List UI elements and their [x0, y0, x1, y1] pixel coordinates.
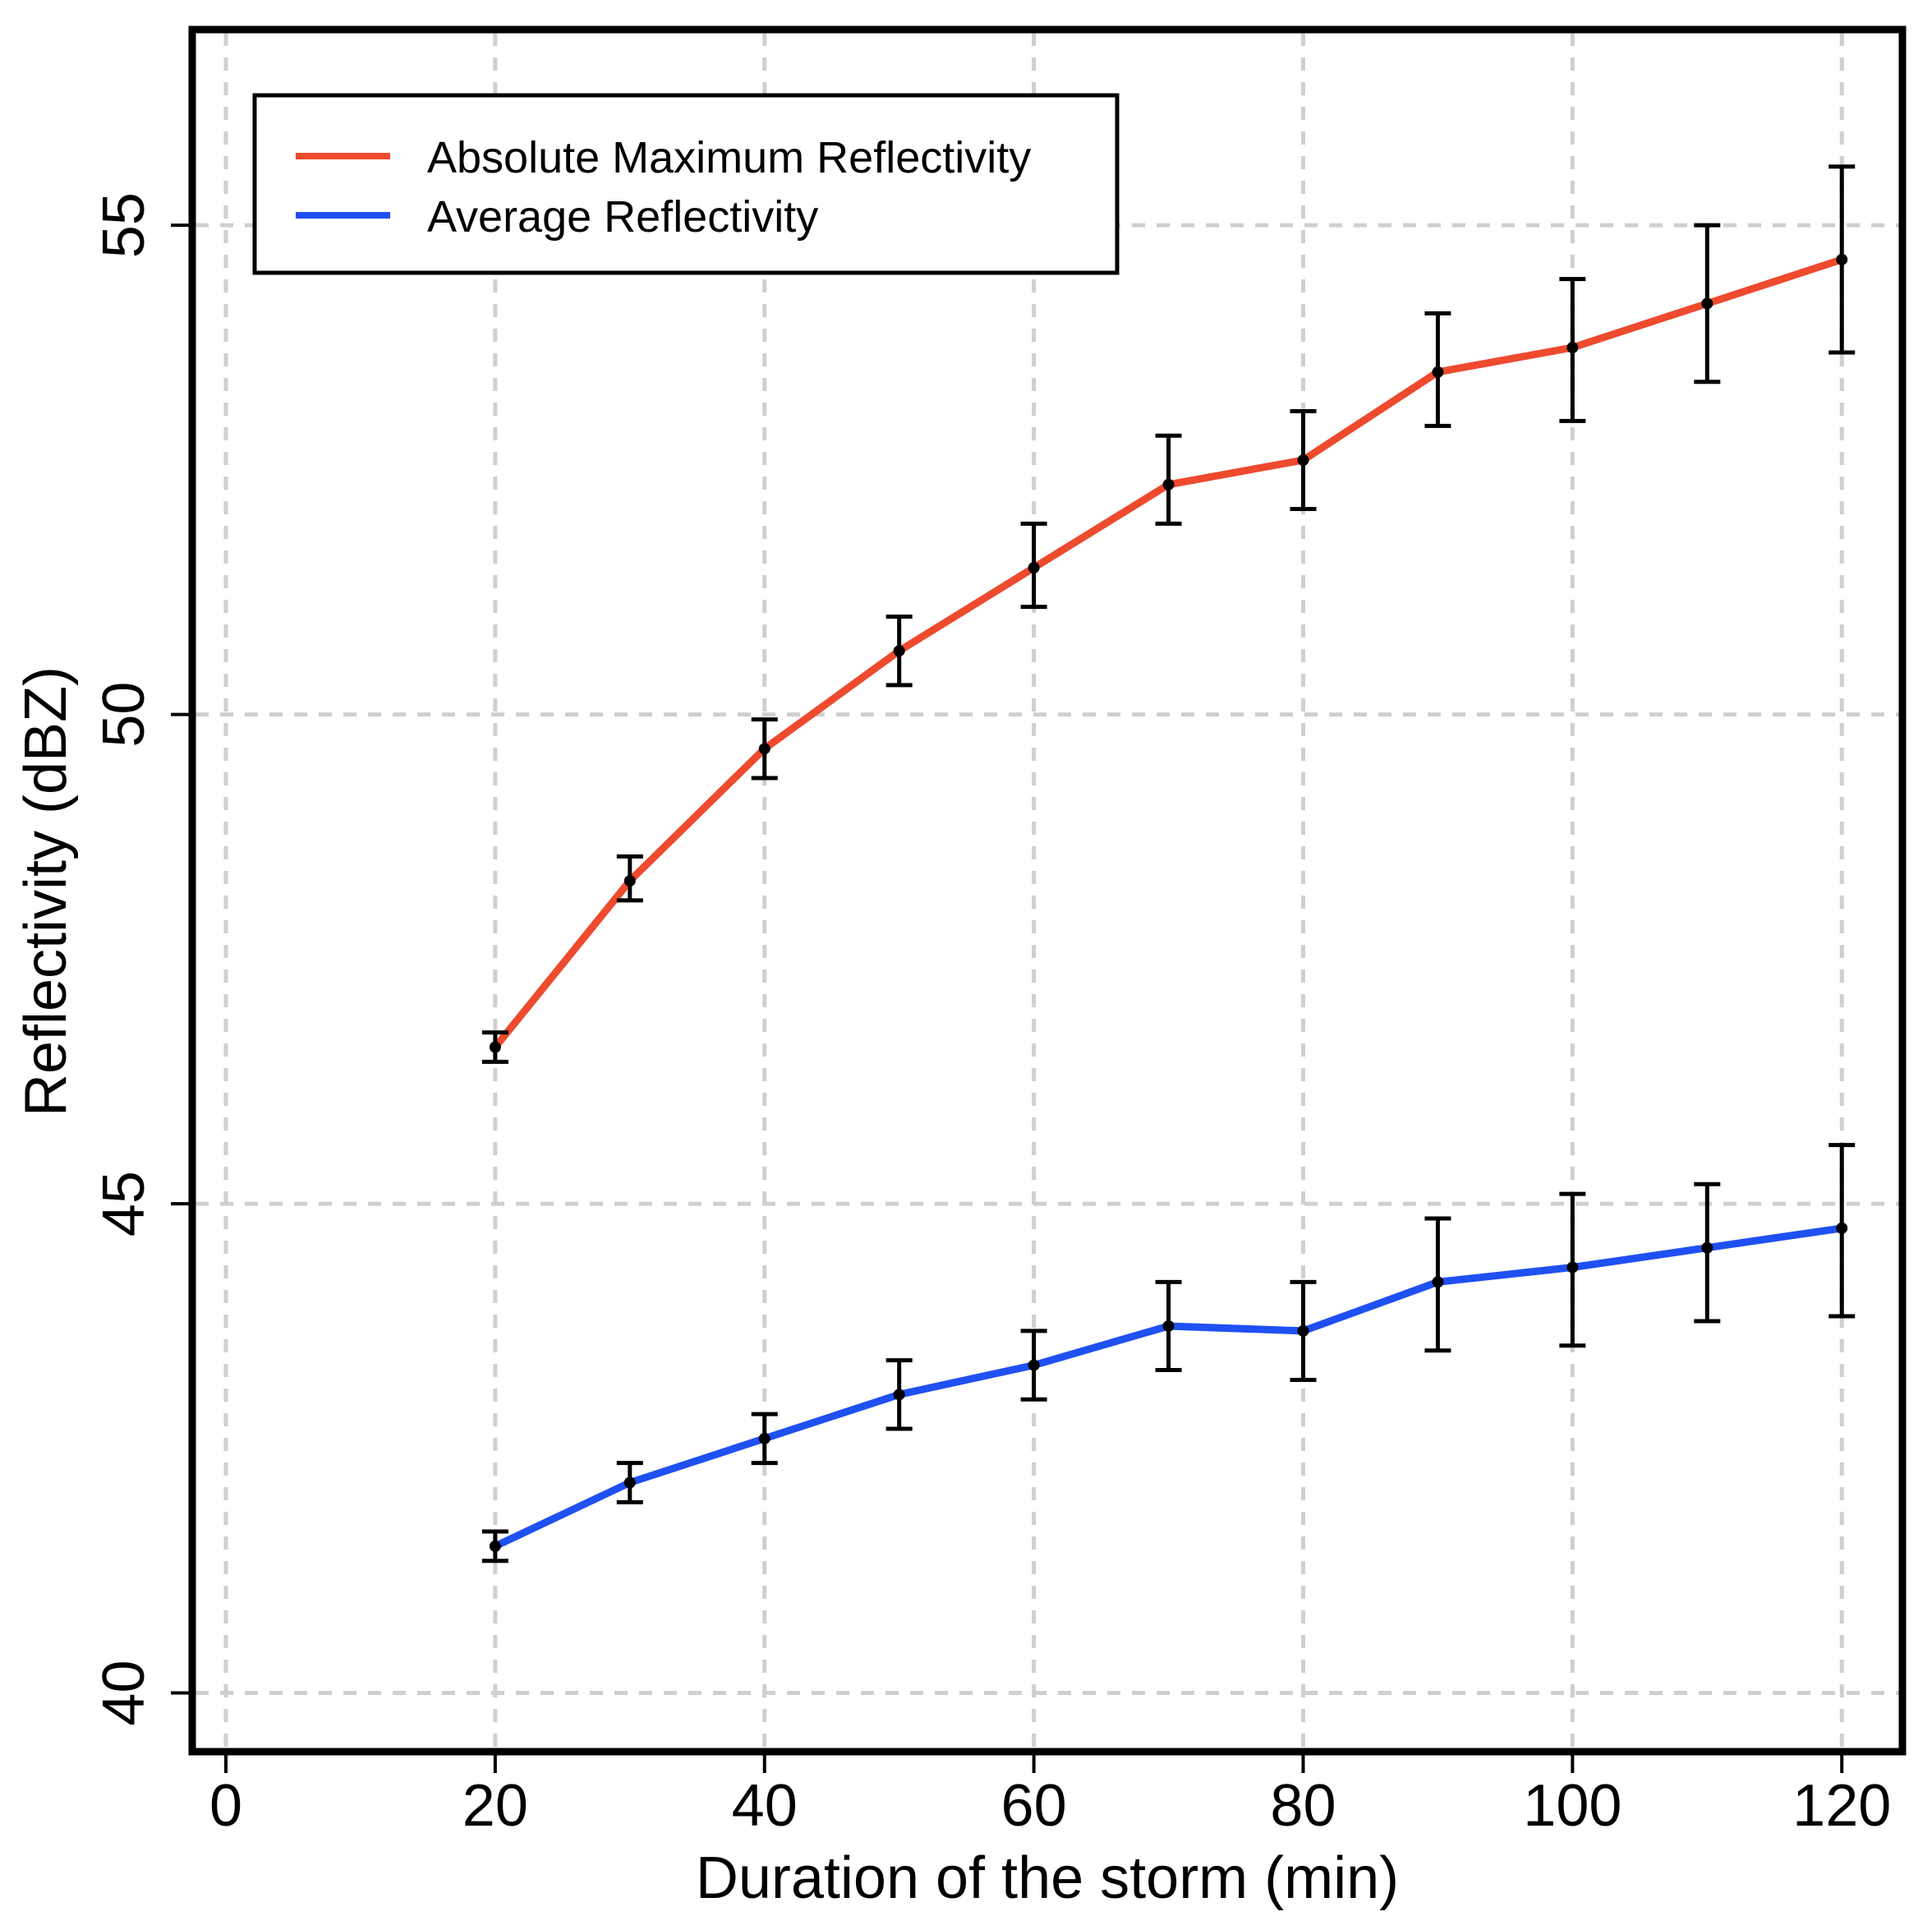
legend-box	[252, 93, 1120, 275]
y-tick-label: 55	[91, 192, 157, 258]
data-point-average	[1836, 1222, 1848, 1234]
data-point-absolute-maximum	[623, 875, 636, 887]
data-point-average	[1432, 1276, 1444, 1288]
x-tick-label: 20	[462, 1773, 528, 1839]
data-point-absolute-maximum	[1432, 366, 1444, 378]
axis-ticks: 0 20 40 60 80 100 120 40 45 50 55	[91, 192, 1891, 1839]
y-tick-label: 50	[91, 682, 157, 748]
x-tick-label: 60	[1001, 1773, 1067, 1839]
y-tick-label: 40	[91, 1660, 157, 1725]
data-point-average	[623, 1476, 636, 1489]
y-axis-title: Reflectivity (dBZ)	[13, 666, 79, 1117]
data-point-absolute-maximum	[1701, 297, 1714, 310]
data-point-absolute-maximum	[758, 743, 770, 755]
legend: Absolute Maximum Reflectivity Average Re…	[252, 93, 1120, 275]
data-point-absolute-maximum	[1297, 454, 1309, 466]
x-tick-label: 120	[1792, 1773, 1891, 1839]
legend-label-absolute-maximum: Absolute Maximum Reflectivity	[427, 133, 1031, 182]
data-point-absolute-maximum	[489, 1041, 501, 1053]
x-tick-label: 40	[732, 1773, 798, 1839]
data-point-average	[1028, 1359, 1040, 1371]
y-tick-label: 45	[91, 1171, 157, 1237]
data-point-absolute-maximum	[1162, 478, 1175, 491]
plot-area-frame	[188, 25, 1907, 1756]
x-tick-label: 100	[1523, 1773, 1622, 1839]
legend-label-average: Average Reflectivity	[427, 192, 818, 242]
data-point-average	[1297, 1324, 1309, 1337]
x-tick-label: 80	[1270, 1773, 1336, 1839]
data-point-average	[1701, 1241, 1714, 1254]
data-point-average	[893, 1389, 905, 1401]
error-bars	[481, 164, 1856, 1564]
data-point-average	[1162, 1320, 1175, 1332]
x-tick-label: 0	[209, 1773, 242, 1839]
data-point-average	[758, 1432, 770, 1444]
data-point-absolute-maximum	[1028, 562, 1040, 573]
data-point-average	[489, 1540, 501, 1552]
data-point-absolute-maximum	[1836, 253, 1848, 265]
data-point-absolute-maximum	[893, 645, 905, 657]
x-axis-title: Duration of the storm (min)	[696, 1845, 1399, 1911]
data-point-average	[1566, 1261, 1579, 1273]
data-point-absolute-maximum	[1566, 342, 1579, 354]
